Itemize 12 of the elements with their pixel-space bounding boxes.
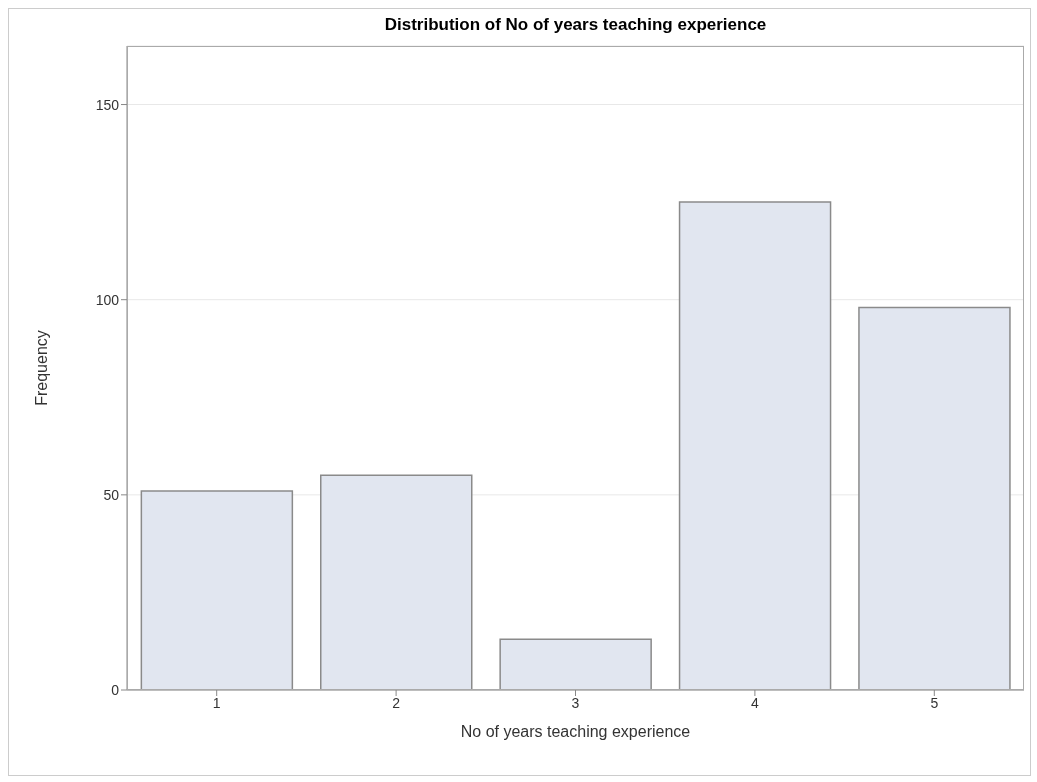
x-tick-label: 5 xyxy=(930,694,939,711)
x-tick-label: 3 xyxy=(571,694,580,711)
y-tick-label: 150 xyxy=(95,96,120,113)
y-tick-label: 50 xyxy=(103,486,120,503)
y-tick-label: 100 xyxy=(95,291,120,308)
y-axis-title: Frequency xyxy=(32,330,50,406)
chart-title: Distribution of No of years teaching experience xyxy=(383,15,768,35)
x-tick-label: 4 xyxy=(751,694,759,711)
x-tick-label: 1 xyxy=(212,694,221,711)
y-tick-label: 0 xyxy=(111,681,120,698)
x-axis-title: No of years teaching experience xyxy=(460,723,691,741)
x-tick-label: 2 xyxy=(392,694,401,711)
